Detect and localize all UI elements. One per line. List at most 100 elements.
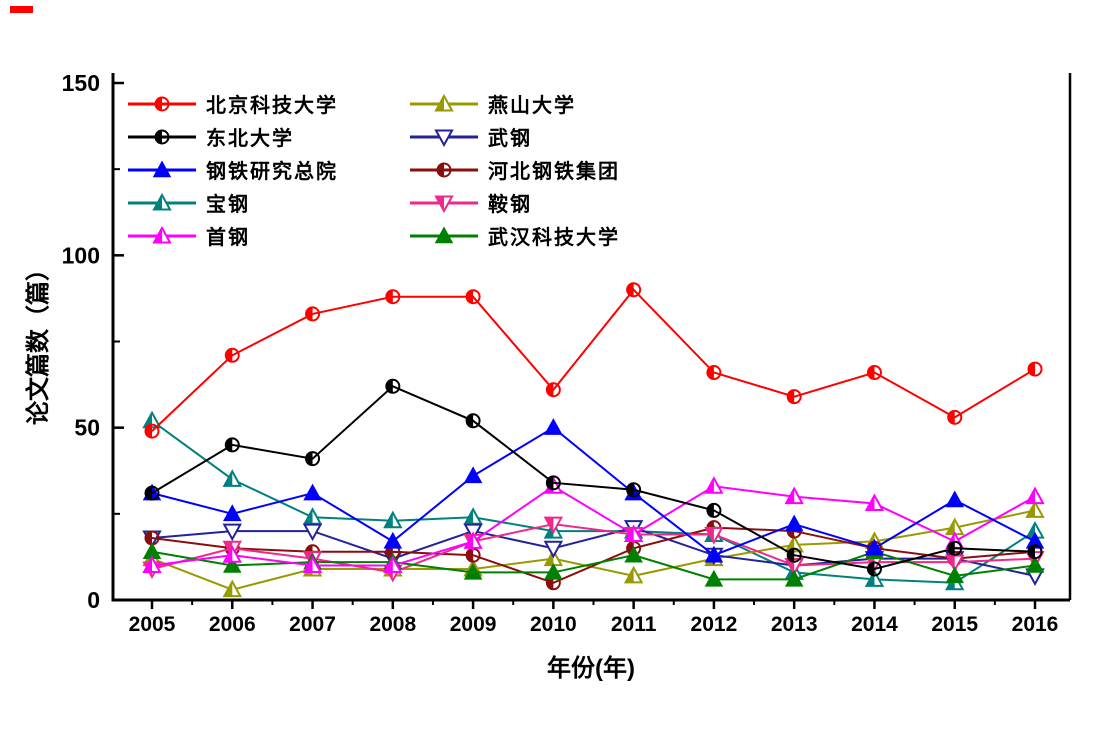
data-point-ustb-2014 (866, 365, 882, 381)
data-point-ustb-2016 (1027, 361, 1043, 377)
data-point-cisri-2006 (223, 504, 242, 522)
data-point-shougang-2013 (784, 486, 804, 505)
axes-frame (111, 73, 1072, 602)
x-tick-label: 2005 (129, 613, 176, 636)
series-neu (144, 378, 1043, 577)
legend-label-shougang: 首钢 (206, 227, 250, 249)
data-point-cisri-2007 (303, 483, 322, 501)
series-shougang (142, 476, 1045, 574)
y-tick-label: 0 (87, 587, 100, 613)
data-point-shougang-2006 (222, 545, 242, 563)
legend-label-baosteel: 宝钢 (206, 194, 250, 216)
data-point-wust-2016 (1025, 555, 1045, 573)
x-tick-label: 2007 (289, 613, 336, 636)
data-point-cisri-2014 (865, 538, 884, 556)
data-point-shougang-2012 (704, 476, 724, 494)
stray-red-mark (10, 6, 33, 13)
legend-label-ustb: 北京科技大学 (206, 95, 338, 117)
legend-item-yanshan: 燕山大学 (410, 87, 620, 120)
y-tick-label: 50 (74, 415, 100, 441)
data-point-ustb-2009 (465, 289, 481, 305)
x-tick-label: 2009 (450, 613, 497, 636)
data-point-wust-2011 (624, 545, 643, 563)
y-tick-label: 100 (62, 242, 100, 268)
legend-marker-cisri (128, 159, 196, 177)
data-point-neu-2011 (626, 482, 642, 498)
x-tick-label: 2010 (530, 613, 577, 636)
data-point-wust-2010 (544, 562, 563, 580)
legend-item-shougang: 首钢 (128, 219, 338, 252)
data-point-ustb-2012 (706, 365, 722, 381)
legend-item-wust: 武汉科技大学 (410, 219, 620, 252)
data-point-wust-2015 (945, 566, 964, 584)
legend-label-neu: 东北大学 (206, 128, 294, 150)
series-yanshan (142, 500, 1045, 598)
x-axis-title: 年份(年) (547, 654, 635, 682)
x-axis-ticks: 2005 2006 2007 2008 2009 2010 2011 2012 2013 2014… (129, 600, 1059, 636)
legend-marker-wust (410, 225, 478, 243)
data-point-neu-2008 (385, 378, 401, 394)
data-point-neu-2006 (224, 437, 240, 453)
data-point-wust-2006 (223, 555, 242, 573)
x-tick-label: 2015 (931, 613, 978, 636)
data-point-wust-2009 (463, 562, 483, 580)
data-point-neu-2014 (866, 561, 882, 577)
data-point-ansteel-2010 (543, 516, 564, 535)
data-point-ustb-2011 (626, 282, 642, 298)
legend-item-hbis: 河北钢铁集团 (410, 153, 620, 186)
series-line-ustb (151, 288, 1036, 432)
series-line-baosteel (151, 419, 1036, 584)
legend-item-baosteel: 宝钢 (128, 186, 338, 219)
legend-label-wisco: 武钢 (488, 128, 532, 150)
data-point-neu-2013 (786, 547, 802, 563)
legend-marker-yanshan (410, 93, 478, 111)
x-tick-label: 2016 (1012, 613, 1059, 636)
data-point-wust-2012 (704, 569, 724, 587)
data-point-cisri-2008 (383, 531, 403, 549)
data-point-wisco-2010 (543, 540, 564, 559)
x-tick-label: 2008 (369, 613, 416, 636)
data-point-ansteel-2012 (704, 527, 724, 545)
x-tick-label: 2012 (691, 613, 738, 636)
data-point-shougang-2005 (142, 555, 162, 574)
legend-item-cisri: 钢铁研究总院 (128, 153, 338, 186)
legend-label-wust: 武汉科技大学 (488, 227, 620, 249)
legend-marker-baosteel (128, 192, 196, 210)
data-point-shougang-2008 (383, 555, 403, 574)
data-point-ustb-2007 (305, 306, 321, 322)
series-line-wust (151, 550, 1036, 581)
data-point-cisri-2010 (544, 418, 563, 435)
legend-column-2: 燕山大学武钢河北钢铁集团 鞍钢武汉科技大学 (410, 87, 620, 252)
legend-item-ansteel: 鞍钢 (410, 186, 620, 219)
data-point-yanshan-2011 (623, 565, 644, 584)
legend-label-yanshan: 燕山大学 (488, 95, 576, 117)
data-point-neu-2005 (144, 485, 160, 501)
data-point-shougang-2009 (463, 531, 483, 549)
series-cisri (142, 418, 1045, 563)
data-point-neu-2012 (706, 502, 722, 518)
data-point-ustb-2005 (144, 423, 160, 439)
legend-marker-ansteel (410, 195, 478, 213)
data-point-neu-2015 (947, 540, 963, 556)
data-point-shougang-2014 (864, 493, 885, 511)
legend-label-cisri: 钢铁研究总院 (206, 161, 338, 183)
data-point-ustb-2010 (545, 382, 561, 398)
data-point-neu-2007 (305, 451, 321, 467)
data-point-wust-2013 (784, 569, 804, 587)
data-point-cisri-2009 (463, 466, 483, 484)
data-point-neu-2016 (1027, 544, 1043, 560)
series-line-hbis (151, 526, 1036, 584)
legend-marker-shougang (128, 225, 196, 243)
legend-marker-hbis (410, 162, 478, 177)
data-point-ustb-2013 (786, 389, 802, 405)
data-point-cisri-2012 (704, 545, 724, 563)
legend-marker-ustb (128, 96, 196, 111)
y-axis-title: 论文篇数（篇） (24, 257, 52, 425)
legend-column-1: 北京科技大学 东北大学钢铁研究总院 宝钢首钢 (128, 87, 338, 252)
data-point-shougang-2016 (1025, 486, 1045, 505)
data-point-baosteel-2008 (383, 510, 403, 529)
y-axis-ticks: 0 50 100 150 (62, 70, 124, 613)
data-point-wisco-2007 (302, 523, 323, 542)
